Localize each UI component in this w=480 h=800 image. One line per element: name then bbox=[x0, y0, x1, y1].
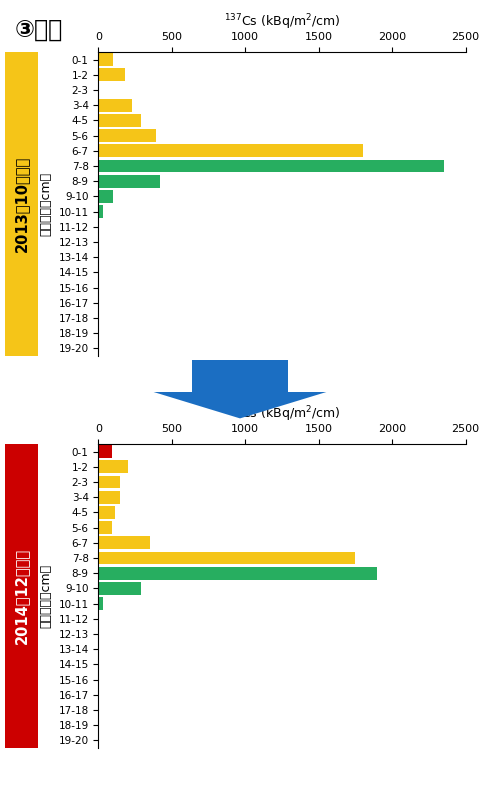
Bar bbox=[98, 506, 115, 519]
Y-axis label: 土壌深さ（cm）: 土壌深さ（cm） bbox=[40, 172, 53, 236]
X-axis label: $^{137}$Cs (kBq/m$^2$/cm): $^{137}$Cs (kBq/m$^2$/cm) bbox=[224, 13, 340, 33]
Text: 2013年10月時点: 2013年10月時点 bbox=[14, 156, 29, 252]
Text: 2014年12月時点: 2014年12月時点 bbox=[14, 548, 29, 644]
Bar bbox=[98, 521, 112, 534]
Bar bbox=[98, 98, 132, 112]
X-axis label: $^{137}$Cs (kBq/m$^2$/cm): $^{137}$Cs (kBq/m$^2$/cm) bbox=[224, 405, 340, 425]
Bar bbox=[98, 114, 141, 127]
Bar bbox=[98, 83, 99, 97]
Bar bbox=[98, 144, 363, 158]
Bar bbox=[98, 551, 355, 565]
Bar bbox=[98, 129, 156, 142]
Y-axis label: 土壌深さ（cm）: 土壌深さ（cm） bbox=[40, 564, 53, 628]
Bar bbox=[98, 597, 103, 610]
Bar bbox=[98, 566, 377, 580]
Bar bbox=[98, 445, 112, 458]
Bar bbox=[98, 220, 99, 234]
Bar bbox=[98, 460, 128, 474]
Bar bbox=[98, 174, 160, 188]
Bar bbox=[98, 536, 150, 550]
Bar bbox=[98, 53, 113, 66]
Bar bbox=[98, 205, 103, 218]
Bar bbox=[98, 490, 120, 504]
Bar bbox=[98, 475, 120, 489]
Text: ③熊川: ③熊川 bbox=[14, 18, 63, 42]
Bar bbox=[98, 582, 141, 595]
Bar bbox=[98, 159, 444, 173]
Bar bbox=[98, 612, 99, 626]
Bar bbox=[98, 190, 113, 203]
Bar bbox=[98, 68, 125, 82]
